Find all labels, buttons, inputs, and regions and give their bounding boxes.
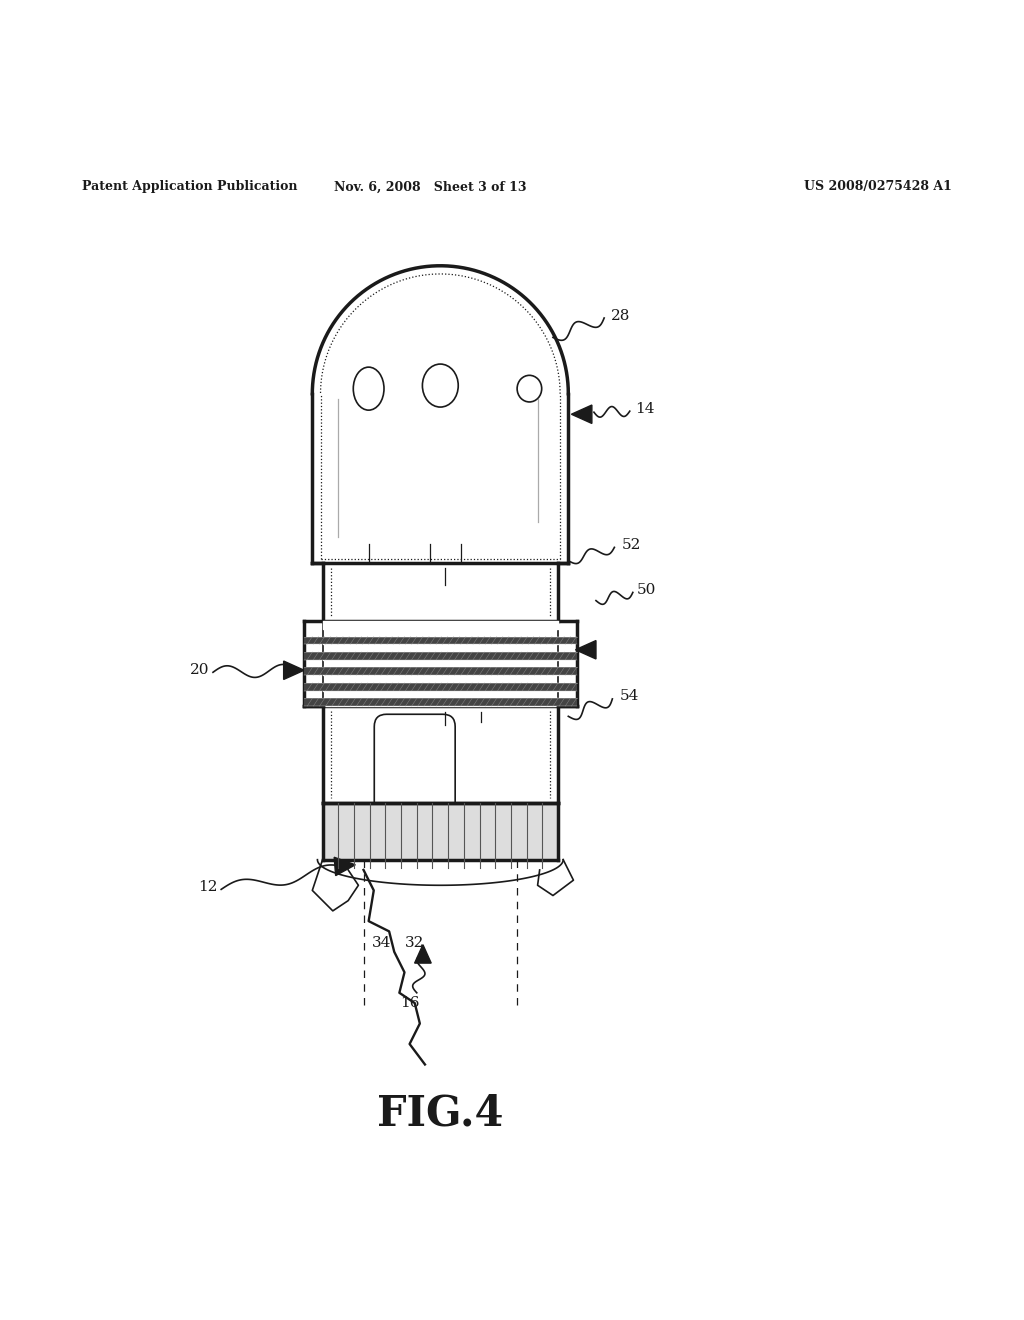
Text: 54: 54 — [620, 689, 639, 702]
Polygon shape — [415, 945, 431, 964]
Polygon shape — [571, 405, 592, 424]
Polygon shape — [334, 857, 355, 875]
Polygon shape — [284, 661, 304, 680]
Polygon shape — [575, 640, 596, 659]
Bar — [304, 636, 577, 644]
Text: 32: 32 — [404, 936, 424, 949]
Text: 14: 14 — [635, 403, 654, 416]
Text: 20: 20 — [190, 663, 210, 677]
Bar — [304, 668, 577, 675]
Text: 12: 12 — [199, 880, 218, 895]
Text: 34: 34 — [372, 936, 391, 949]
Text: 52: 52 — [622, 539, 641, 552]
Text: 28: 28 — [611, 309, 631, 323]
Text: Patent Application Publication: Patent Application Publication — [82, 181, 297, 194]
Text: 50: 50 — [637, 583, 656, 598]
Text: 16: 16 — [399, 997, 420, 1010]
Text: US 2008/0275428 A1: US 2008/0275428 A1 — [805, 181, 952, 194]
Text: FIG.4: FIG.4 — [377, 1093, 504, 1135]
Bar — [304, 698, 577, 706]
Text: Nov. 6, 2008   Sheet 3 of 13: Nov. 6, 2008 Sheet 3 of 13 — [334, 181, 526, 194]
Bar — [304, 682, 577, 690]
Bar — [304, 652, 577, 660]
Bar — [323, 804, 558, 859]
